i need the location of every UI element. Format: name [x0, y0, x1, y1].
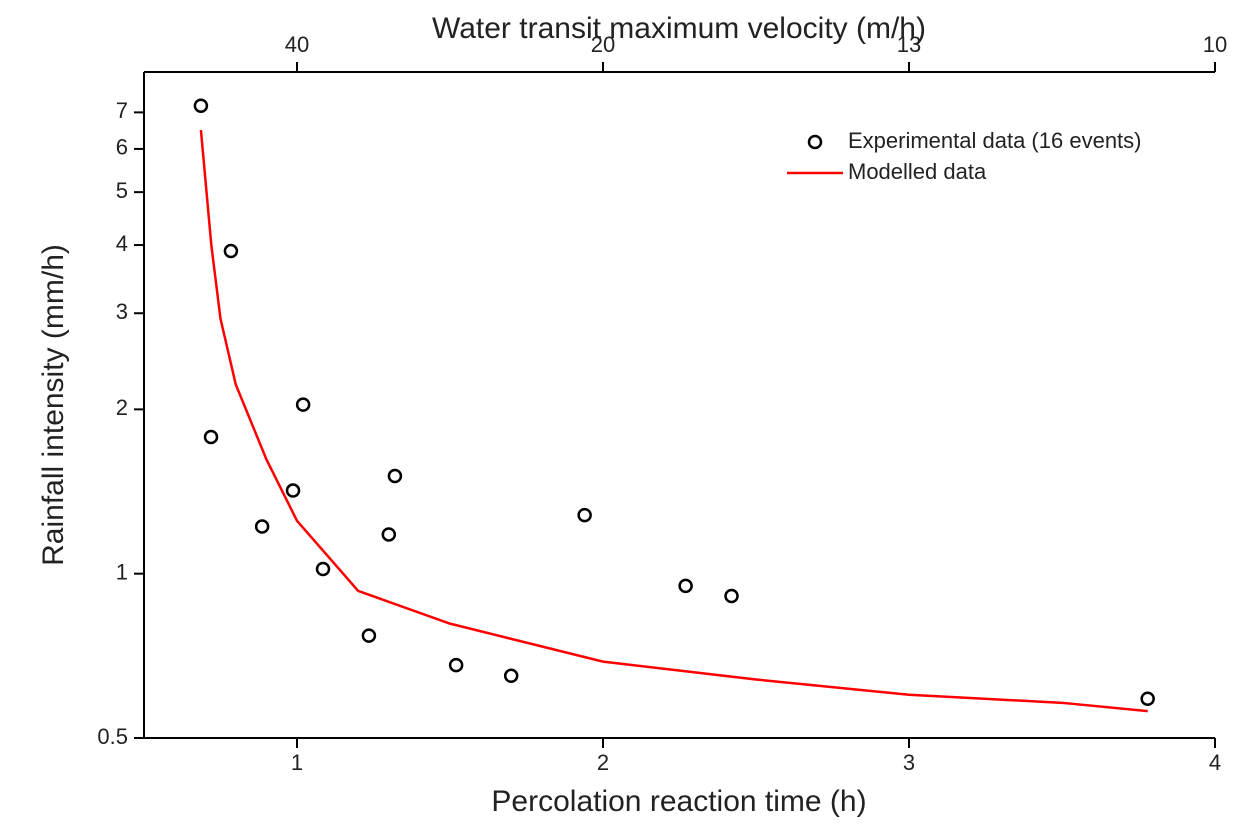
legend-label: Experimental data (16 events)	[848, 128, 1142, 153]
y-tick-label: 6	[116, 135, 128, 160]
data-point	[1140, 691, 1155, 707]
top-tick-label: 40	[285, 32, 309, 57]
top-tick-label: 10	[1203, 32, 1227, 57]
y-tick-label: 5	[116, 178, 128, 203]
legend-label: Modelled data	[848, 159, 987, 184]
legend-marker	[807, 134, 823, 150]
x-tick-label: 4	[1209, 750, 1221, 775]
data-point	[193, 98, 209, 113]
top-tick-label: 20	[591, 32, 615, 57]
data-point	[678, 578, 693, 594]
data-point	[381, 527, 397, 542]
y-tick-label: 3	[116, 299, 128, 324]
top-axis-label: Water transit maximum velocity (m/h)	[432, 12, 926, 45]
top-tick-label: 13	[897, 32, 921, 57]
data-point	[448, 657, 464, 673]
data-point	[361, 628, 377, 643]
y-tick-label: 7	[116, 98, 128, 123]
y-tick-label: 4	[116, 231, 128, 256]
data-point	[285, 483, 301, 498]
data-point	[577, 507, 592, 523]
y-axis-label: Rainfall intensity (mm/h)	[37, 244, 70, 566]
y-tick-label: 1	[116, 559, 128, 584]
x-tick-label: 3	[903, 750, 915, 775]
data-point	[315, 561, 331, 577]
data-point	[295, 397, 311, 412]
data-point	[387, 468, 403, 484]
data-point	[223, 243, 239, 259]
x-tick-label: 1	[291, 750, 303, 775]
x-axis-label: Percolation reaction time (h)	[491, 785, 866, 818]
model-line	[199, 129, 1148, 713]
y-tick-label: 0.5	[97, 724, 128, 749]
y-tick-label: 2	[116, 395, 128, 420]
data-point	[254, 519, 270, 534]
x-tick-label: 2	[597, 750, 609, 775]
data-point	[724, 588, 739, 604]
data-point	[203, 429, 219, 445]
data-point	[503, 668, 519, 684]
